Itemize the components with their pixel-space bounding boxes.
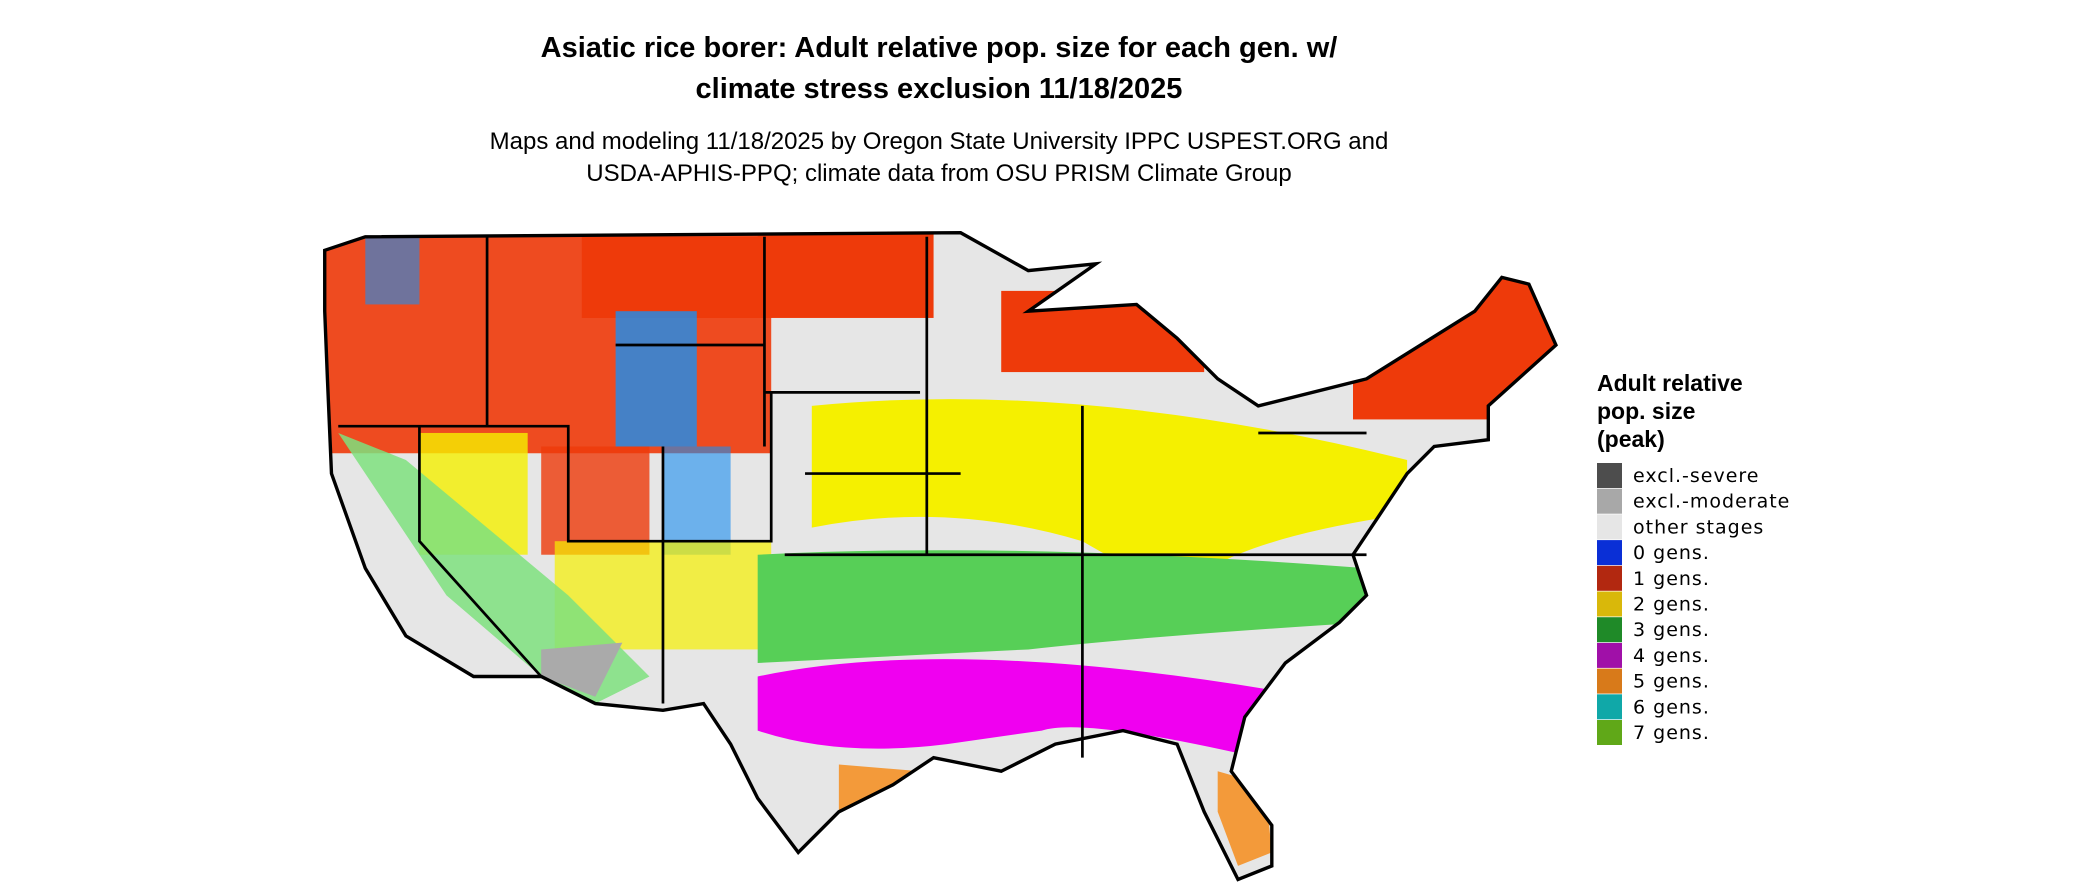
zone-red xyxy=(1001,290,1205,373)
legend-swatch xyxy=(1597,591,1622,617)
legend-swatch xyxy=(1597,642,1622,668)
legend: Adult relative pop. size (peak) excl.-se… xyxy=(1597,370,1790,745)
title-line: climate stress exclusion 11/18/2025 xyxy=(696,73,1183,105)
us-outline xyxy=(323,231,1558,882)
legend-swatch xyxy=(1597,668,1622,694)
legend-swatch xyxy=(1597,463,1622,488)
legend-label: 2 gens. xyxy=(1633,594,1710,616)
legend-label: 1 gens. xyxy=(1633,568,1710,590)
title-line: Asiatic rice borer: Adult relative pop. … xyxy=(541,32,1338,64)
zone-yellow xyxy=(811,399,1408,596)
legend-swatch xyxy=(1597,617,1622,643)
zone-red xyxy=(757,232,934,318)
zone-blue xyxy=(662,446,731,555)
legend-swatch xyxy=(1597,540,1622,566)
subtitle-line: Maps and modeling 11/18/2025 by Oregon S… xyxy=(490,128,1389,155)
legend-title: Adult relative xyxy=(1597,370,1743,396)
legend-swatch xyxy=(1597,488,1622,514)
zone-green xyxy=(757,550,1367,663)
zone-gray xyxy=(541,642,623,697)
zone-red xyxy=(581,236,772,318)
legend-swatch xyxy=(1597,565,1622,591)
legend-label: 7 gens. xyxy=(1633,722,1710,744)
legend-swatch xyxy=(1597,694,1622,720)
legend-label: excl.-severe xyxy=(1633,465,1760,487)
zone-red xyxy=(541,446,650,555)
zone-red xyxy=(1353,270,1556,420)
subtitle-line: USDA-APHIS-PPQ; climate data from OSU PR… xyxy=(586,160,1292,187)
legend-label: 5 gens. xyxy=(1633,671,1710,693)
zone-green xyxy=(338,432,650,704)
legend-label: 6 gens. xyxy=(1633,696,1710,718)
zone-magenta xyxy=(757,659,1272,758)
legend-label: 0 gens. xyxy=(1633,542,1710,564)
legend-title: pop. size xyxy=(1597,398,1695,424)
state-lines xyxy=(338,236,1367,758)
legend-swatch xyxy=(1597,514,1622,540)
legend-title: (peak) xyxy=(1597,426,1665,452)
zone-blue xyxy=(365,236,420,305)
legend-label: 4 gens. xyxy=(1633,645,1710,667)
us-map xyxy=(323,231,1558,882)
legend-swatch xyxy=(1597,720,1622,745)
legend-label: other stages xyxy=(1633,516,1764,538)
legend-label: excl.-moderate xyxy=(1633,491,1790,513)
zone-blue xyxy=(615,311,697,447)
legend-label: 3 gens. xyxy=(1633,619,1710,641)
